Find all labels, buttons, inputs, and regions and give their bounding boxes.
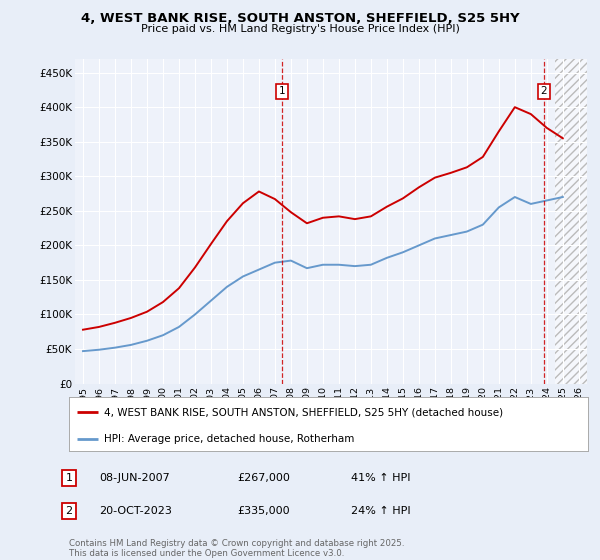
Text: £267,000: £267,000 bbox=[237, 473, 290, 483]
Text: £335,000: £335,000 bbox=[237, 506, 290, 516]
Text: Price paid vs. HM Land Registry's House Price Index (HPI): Price paid vs. HM Land Registry's House … bbox=[140, 24, 460, 34]
Text: 08-JUN-2007: 08-JUN-2007 bbox=[99, 473, 170, 483]
Text: 4, WEST BANK RISE, SOUTH ANSTON, SHEFFIELD, S25 5HY (detached house): 4, WEST BANK RISE, SOUTH ANSTON, SHEFFIE… bbox=[104, 407, 503, 417]
Text: HPI: Average price, detached house, Rotherham: HPI: Average price, detached house, Roth… bbox=[104, 434, 355, 444]
Text: Contains HM Land Registry data © Crown copyright and database right 2025.
This d: Contains HM Land Registry data © Crown c… bbox=[69, 539, 404, 558]
Text: 2: 2 bbox=[65, 506, 73, 516]
Text: 4, WEST BANK RISE, SOUTH ANSTON, SHEFFIELD, S25 5HY: 4, WEST BANK RISE, SOUTH ANSTON, SHEFFIE… bbox=[80, 12, 520, 25]
Text: 20-OCT-2023: 20-OCT-2023 bbox=[99, 506, 172, 516]
Bar bbox=[555, 59, 587, 384]
Text: 41% ↑ HPI: 41% ↑ HPI bbox=[351, 473, 410, 483]
Bar bbox=[555, 59, 587, 384]
Text: 2: 2 bbox=[541, 86, 547, 96]
Text: 1: 1 bbox=[278, 86, 285, 96]
Text: 24% ↑ HPI: 24% ↑ HPI bbox=[351, 506, 410, 516]
Text: 1: 1 bbox=[65, 473, 73, 483]
